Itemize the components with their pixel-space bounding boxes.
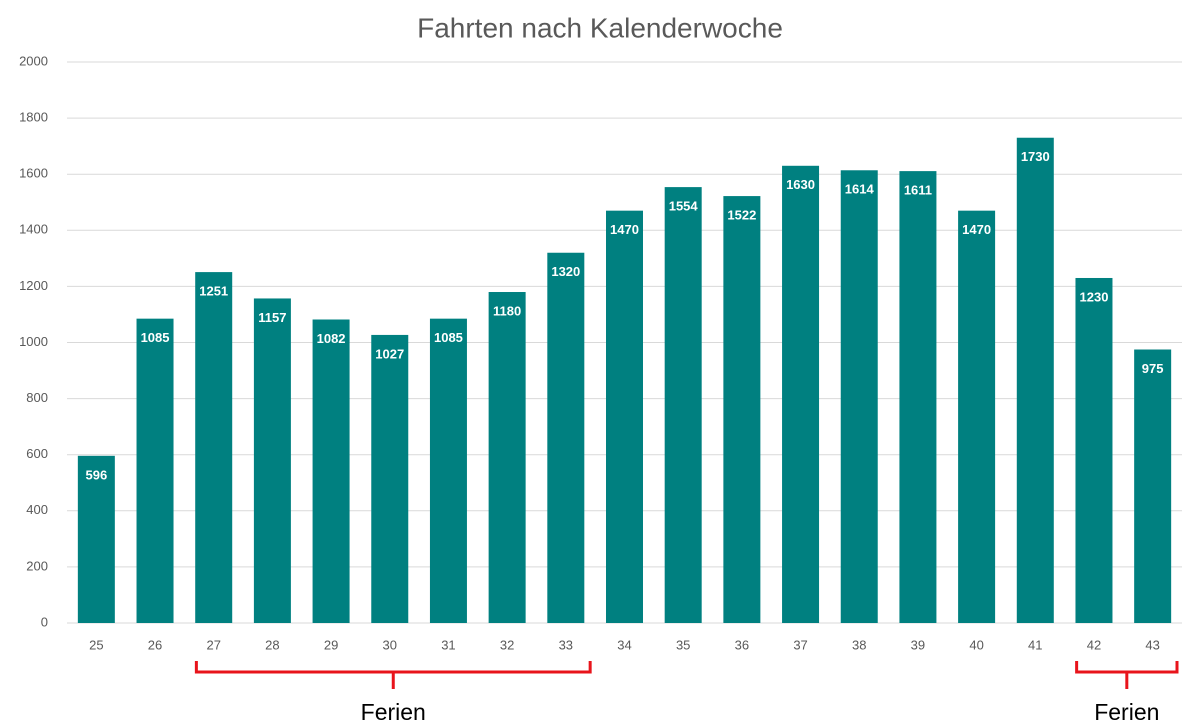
bar [899,171,937,623]
bar [488,292,526,623]
x-tick-label: 29 [324,637,338,652]
value-label: 1522 [727,208,756,223]
y-tick-label: 1200 [19,278,48,293]
bar [136,318,174,623]
value-label: 1027 [375,346,404,361]
y-tick-label: 200 [26,558,48,573]
value-label: 1085 [141,330,170,345]
x-tick-label: 31 [441,637,455,652]
annotation: Ferien [1094,699,1159,725]
value-label: 1180 [493,303,521,318]
y-tick-label: 400 [26,502,48,517]
bar [312,319,350,623]
bracket [194,661,592,689]
x-tick-label: 26 [148,637,162,652]
bar [606,210,643,624]
value-label: 1230 [1080,289,1109,304]
bar [547,252,585,624]
bar [664,187,702,623]
y-tick-label: 1600 [19,166,48,181]
x-tick-label: 42 [1087,637,1101,652]
x-tick-label: 37 [793,637,807,652]
value-label: 975 [1142,361,1164,376]
x-tick-label: 35 [676,637,690,652]
y-tick-label: 2000 [19,53,48,68]
x-tick-label: 27 [206,637,220,652]
value-label: 1157 [258,310,286,325]
bar [958,210,996,624]
x-tick-label: 34 [617,637,631,652]
value-label: 1554 [669,199,699,214]
y-tick-label: 0 [41,614,48,629]
x-tick-label: 33 [559,637,573,652]
x-tick-label: 40 [969,637,983,652]
value-label: 1730 [1021,149,1050,164]
bar [1016,137,1054,624]
bar [371,334,409,623]
x-tick-label: 25 [89,637,103,652]
bar [195,272,233,623]
x-tick-label: 38 [852,637,866,652]
bar [1075,277,1113,623]
x-tick-label: 39 [911,637,925,652]
bracket [1075,661,1179,689]
value-label: 596 [85,467,107,482]
bar [782,165,820,623]
chart-title: Fahrten nach Kalenderwoche [417,12,783,43]
bar [1134,349,1172,623]
y-tick-label: 1000 [19,334,48,349]
value-label: 1611 [904,183,932,198]
bar [429,318,467,623]
value-label: 1320 [551,264,580,279]
x-tick-label: 43 [1145,637,1159,652]
value-label: 1614 [845,182,875,197]
y-tick-label: 600 [26,446,48,461]
value-label: 1630 [786,177,815,192]
y-tick-label: 1800 [19,110,48,125]
bar [77,455,115,623]
value-label: 1470 [610,222,639,237]
x-tick-label: 28 [265,637,279,652]
x-tick-label: 32 [500,637,514,652]
value-label: 1470 [962,222,991,237]
value-label: 1082 [317,331,346,346]
value-label: 1085 [434,330,463,345]
value-label: 1251 [199,284,228,299]
bar [723,196,761,624]
bar [253,298,291,623]
y-tick-label: 1400 [19,222,48,237]
x-tick-label: 36 [735,637,749,652]
y-tick-label: 800 [26,390,48,405]
x-tick-label: 41 [1028,637,1042,652]
bar [840,170,878,623]
annotation: Ferien [361,699,426,725]
x-tick-label: 30 [383,637,397,652]
